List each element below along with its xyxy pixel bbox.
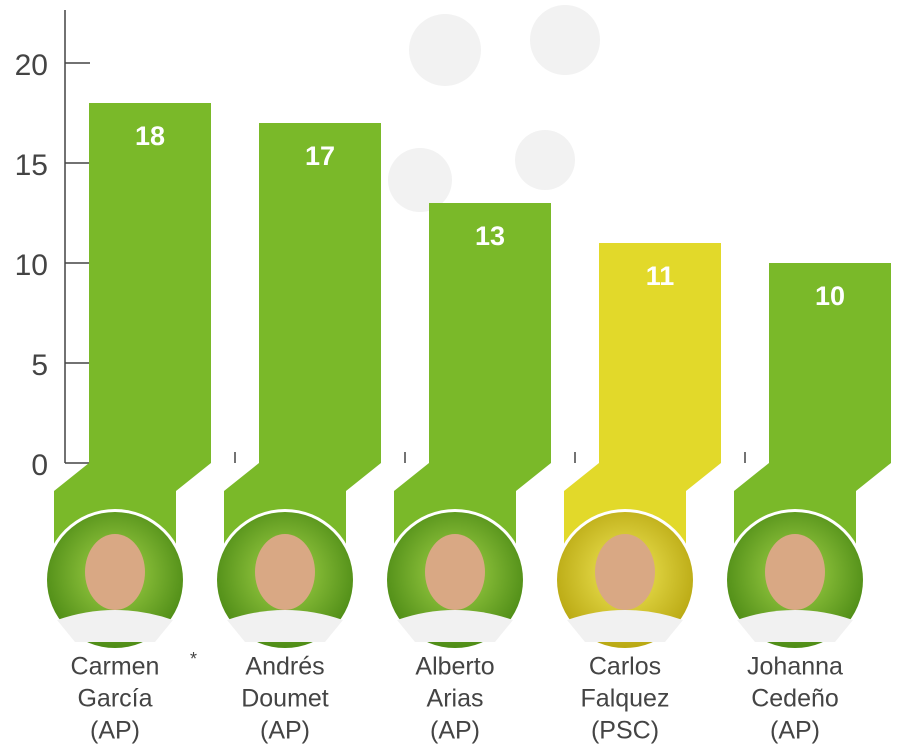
photo-head	[595, 534, 655, 610]
x-tick-label: Doumet	[241, 685, 329, 713]
photo-shoulders	[737, 610, 853, 642]
x-tick-label: (AP)	[260, 717, 310, 745]
x-tick-label: Alberto	[415, 653, 494, 681]
value-label: 11	[646, 261, 675, 291]
x-tick-label: (AP)	[90, 717, 140, 745]
bar	[769, 263, 891, 463]
x-axis-ticks	[234, 452, 746, 463]
x-tick-label: Johanna	[747, 653, 843, 681]
photo-shoulders	[57, 610, 173, 642]
bar	[429, 203, 551, 463]
y-tick-label: 0	[31, 449, 48, 482]
annotation: *	[190, 649, 197, 669]
x-tick-label: Cedeño	[751, 685, 839, 713]
y-tick-label: 20	[15, 49, 48, 82]
x-tick-label: (PSC)	[591, 717, 659, 745]
photo-head	[255, 534, 315, 610]
x-tick-label: Arias	[427, 685, 484, 713]
bar	[599, 243, 721, 463]
x-tick-label: Andrés	[245, 653, 324, 681]
photo-shoulders	[567, 610, 683, 642]
value-label: 13	[475, 221, 505, 251]
x-tick-label: Carmen	[71, 653, 160, 681]
y-tick-label: 10	[15, 249, 48, 282]
y-tick-label: 15	[15, 149, 48, 182]
x-tick-label: (AP)	[430, 717, 480, 745]
photo-shoulders	[227, 610, 343, 642]
x-tick-label: García	[77, 685, 152, 713]
photo-head	[85, 534, 145, 610]
value-label: 17	[305, 141, 335, 171]
photo-head	[765, 534, 825, 610]
bar	[259, 123, 381, 463]
value-label: 10	[815, 281, 845, 311]
y-tick-label: 5	[31, 349, 48, 382]
x-tick-label: Carlos	[589, 653, 661, 681]
photo-shoulders	[397, 610, 513, 642]
x-tick-label: (AP)	[770, 717, 820, 745]
background-decor	[388, 5, 600, 212]
bar	[89, 103, 211, 463]
value-label: 18	[135, 121, 165, 151]
x-tick-label: Falquez	[581, 685, 670, 713]
photo-head	[425, 534, 485, 610]
